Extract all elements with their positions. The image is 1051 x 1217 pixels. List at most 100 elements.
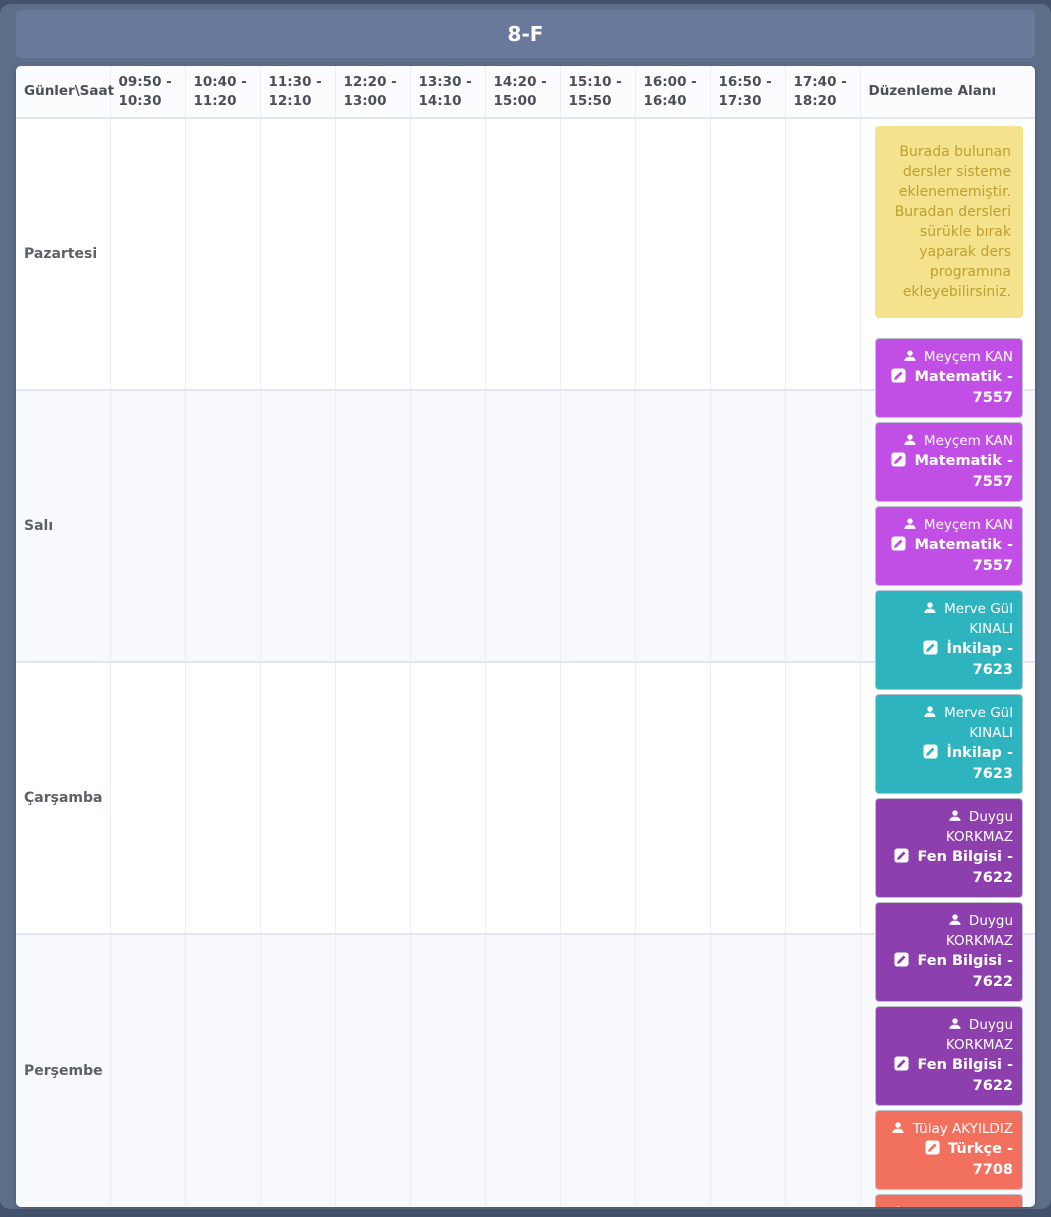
corner-header: Günler\Saat bbox=[16, 66, 114, 119]
teacher-name: Meyçem KAN bbox=[919, 517, 1013, 533]
schedule-slot[interactable] bbox=[560, 662, 636, 935]
teacher-name: Duygu KORKMAZ bbox=[945, 1017, 1013, 1053]
schedule-slot[interactable] bbox=[185, 118, 261, 391]
schedule-slot[interactable] bbox=[485, 662, 561, 935]
lesson-card[interactable]: Duygu KORKMAZ Fen Bilgisi - 7622 bbox=[875, 1006, 1023, 1106]
schedule-slot[interactable] bbox=[110, 390, 186, 663]
teacher-icon bbox=[949, 1018, 961, 1029]
schedule-slot[interactable] bbox=[260, 662, 336, 935]
schedule-slot[interactable] bbox=[710, 118, 786, 391]
schedule-slot[interactable] bbox=[335, 662, 411, 935]
schedule-slot[interactable] bbox=[335, 390, 411, 663]
schedule-slot[interactable] bbox=[785, 390, 861, 663]
schedule-slot[interactable] bbox=[410, 934, 486, 1206]
schedule-slot[interactable] bbox=[410, 390, 486, 663]
schedule-slot[interactable] bbox=[260, 390, 336, 663]
day-label: Çarşamba bbox=[16, 662, 111, 935]
time-slot-header-9: 17:40 - 18:20 bbox=[785, 66, 861, 119]
subject-code: Fen Bilgisi - 7622 bbox=[912, 849, 1013, 886]
teacher-icon bbox=[949, 914, 961, 925]
schedule-slot[interactable] bbox=[260, 934, 336, 1206]
subject-code: Matematik - 7557 bbox=[909, 453, 1014, 490]
edit-icon bbox=[891, 368, 906, 383]
subject-code: Fen Bilgisi - 7622 bbox=[912, 1057, 1013, 1094]
subject-code: Matematik - 7557 bbox=[909, 369, 1014, 406]
schedule-slot[interactable] bbox=[110, 118, 186, 391]
edit-icon bbox=[894, 952, 909, 967]
timetable: Günler\Saat 09:50 - 10:30 10:40 - 11:20 11:… bbox=[16, 66, 1035, 1206]
timetable-panel: Günler\Saat 09:50 - 10:30 10:40 - 11:20 11:… bbox=[16, 66, 1035, 1207]
schedule-slot[interactable] bbox=[560, 934, 636, 1206]
edit-icon bbox=[923, 640, 938, 655]
lesson-card[interactable]: Tülay AKYILDIZ Türkçe - 7708 bbox=[875, 1110, 1023, 1190]
edit-area-header: Düzenleme Alanı bbox=[860, 66, 1035, 119]
teacher-icon bbox=[924, 602, 936, 613]
teacher-name: Meyçem KAN bbox=[919, 349, 1013, 365]
schedule-slot[interactable] bbox=[560, 390, 636, 663]
schedule-slot[interactable] bbox=[635, 934, 711, 1206]
time-slot-header-3: 12:20 - 13:00 bbox=[335, 66, 411, 119]
schedule-slot[interactable] bbox=[710, 390, 786, 663]
lesson-card[interactable]: Meyçem KAN Matematik - 7557 bbox=[875, 338, 1023, 418]
schedule-slot[interactable] bbox=[410, 662, 486, 935]
subject-code: İnkilap - 7623 bbox=[941, 641, 1013, 678]
subject-code: Matematik - 7557 bbox=[909, 537, 1014, 574]
lesson-card[interactable]: Merve Gül KINALI İnkilap - 7623 bbox=[875, 694, 1023, 794]
day-label: Perşembe bbox=[16, 934, 111, 1206]
teacher-name: Merve Gül KINALI bbox=[939, 705, 1013, 741]
schedule-slot[interactable] bbox=[485, 934, 561, 1206]
lesson-card[interactable]: Tülay AKYILDIZ Türkçe - 7708 bbox=[875, 1194, 1023, 1207]
schedule-slot[interactable] bbox=[110, 934, 186, 1206]
schedule-slot[interactable] bbox=[635, 118, 711, 391]
schedule-slot[interactable] bbox=[185, 934, 261, 1206]
schedule-slot[interactable] bbox=[635, 662, 711, 935]
edit-icon bbox=[894, 848, 909, 863]
edit-icon bbox=[923, 744, 938, 759]
schedule-slot[interactable] bbox=[260, 118, 336, 391]
timetable-header-row: Günler\Saat 09:50 - 10:30 10:40 - 11:20 11:… bbox=[16, 66, 1035, 119]
lesson-card-stack: Meyçem KAN Matematik - 7557 Meyçem KAN M… bbox=[875, 338, 1023, 1207]
schedule-slot[interactable] bbox=[485, 118, 561, 391]
edit-icon bbox=[891, 536, 906, 551]
schedule-slot[interactable] bbox=[785, 934, 861, 1206]
schedule-slot[interactable] bbox=[335, 118, 411, 391]
schedule-slot[interactable] bbox=[560, 118, 636, 391]
day-row-3: Perşembe bbox=[16, 934, 1035, 1206]
day-label: Pazartesi bbox=[16, 118, 111, 391]
lesson-card[interactable]: Merve Gül KINALI İnkilap - 7623 bbox=[875, 590, 1023, 690]
time-slot-header-2: 11:30 - 12:10 bbox=[260, 66, 336, 119]
time-slot-header-5: 14:20 - 15:00 bbox=[485, 66, 561, 119]
time-slot-header-1: 10:40 - 11:20 bbox=[185, 66, 261, 119]
schedule-slot[interactable] bbox=[185, 662, 261, 935]
day-label: Salı bbox=[16, 390, 111, 663]
subject-code: Fen Bilgisi - 7622 bbox=[912, 953, 1013, 990]
schedule-board: 8-F Günler\Saat 09:50 - 10:30 10:40 - 11:2… bbox=[0, 4, 1051, 1209]
schedule-slot[interactable] bbox=[785, 662, 861, 935]
lesson-card[interactable]: Duygu KORKMAZ Fen Bilgisi - 7622 bbox=[875, 798, 1023, 898]
subject-code: İnkilap - 7623 bbox=[941, 745, 1013, 782]
schedule-slot[interactable] bbox=[485, 390, 561, 663]
teacher-icon bbox=[904, 434, 916, 445]
teacher-icon bbox=[904, 350, 916, 361]
time-slot-header-8: 16:50 - 17:30 bbox=[710, 66, 786, 119]
schedule-slot[interactable] bbox=[710, 662, 786, 935]
edit-icon bbox=[894, 1056, 909, 1071]
lesson-card[interactable]: Meyçem KAN Matematik - 7557 bbox=[875, 422, 1023, 502]
teacher-name: Tülay AKYILDIZ bbox=[908, 1121, 1013, 1137]
lesson-card[interactable]: Meyçem KAN Matematik - 7557 bbox=[875, 506, 1023, 586]
schedule-slot[interactable] bbox=[335, 934, 411, 1206]
schedule-slot[interactable] bbox=[185, 390, 261, 663]
lesson-card[interactable]: Duygu KORKMAZ Fen Bilgisi - 7622 bbox=[875, 902, 1023, 1002]
schedule-slot[interactable] bbox=[785, 118, 861, 391]
teacher-name: Tülay AKYILDIZ bbox=[908, 1205, 1013, 1207]
time-slot-header-6: 15:10 - 15:50 bbox=[560, 66, 636, 119]
schedule-slot[interactable] bbox=[410, 118, 486, 391]
schedule-slot[interactable] bbox=[110, 662, 186, 935]
teacher-icon bbox=[896, 1206, 901, 1207]
schedule-slot[interactable] bbox=[635, 390, 711, 663]
time-slot-header-0: 09:50 - 10:30 bbox=[110, 66, 186, 119]
schedule-slot[interactable] bbox=[710, 934, 786, 1206]
teacher-name: Duygu KORKMAZ bbox=[945, 913, 1013, 949]
edit-icon bbox=[891, 452, 906, 467]
subject-code: Türkçe - 7708 bbox=[942, 1141, 1013, 1178]
